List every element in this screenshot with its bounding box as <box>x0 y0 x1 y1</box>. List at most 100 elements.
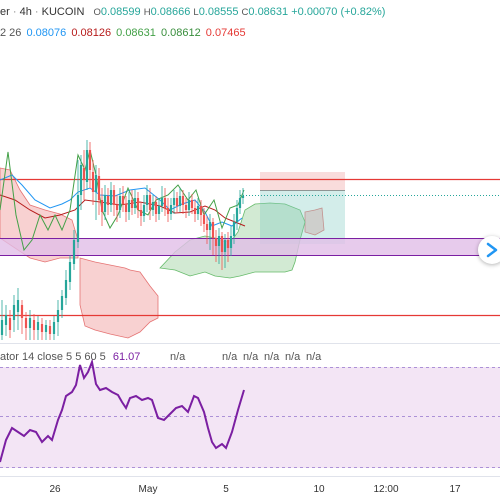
candle[interactable] <box>229 236 233 248</box>
candle[interactable] <box>127 200 131 212</box>
candles[interactable] <box>0 140 245 340</box>
ichimoku-conversion: 0.08076 <box>26 27 67 39</box>
candle[interactable] <box>175 198 179 206</box>
candle[interactable] <box>190 200 194 208</box>
candle[interactable] <box>208 222 212 230</box>
candle[interactable] <box>4 315 8 325</box>
candle[interactable] <box>60 296 64 310</box>
candle[interactable] <box>145 195 149 205</box>
candle[interactable] <box>36 322 40 330</box>
candle[interactable] <box>94 175 98 192</box>
ichimoku-lagging: 0.08631 <box>116 27 156 39</box>
candle[interactable] <box>88 150 92 170</box>
candle[interactable] <box>118 196 122 210</box>
candle[interactable] <box>223 240 227 252</box>
candle[interactable] <box>169 205 173 214</box>
candle[interactable] <box>56 310 60 322</box>
candle[interactable] <box>235 208 239 222</box>
cloud-bearish-2 <box>79 257 159 339</box>
candle[interactable] <box>0 320 4 335</box>
target-zone[interactable] <box>260 190 345 244</box>
candle[interactable] <box>196 206 200 214</box>
support-zone[interactable] <box>0 238 500 255</box>
candle[interactable] <box>79 165 83 195</box>
candle[interactable] <box>226 240 230 248</box>
candle[interactable] <box>205 224 209 230</box>
candle[interactable] <box>193 208 197 214</box>
candle[interactable] <box>202 215 206 224</box>
candle[interactable] <box>217 236 221 246</box>
scroll-right-button[interactable] <box>478 236 500 264</box>
candle[interactable] <box>72 240 76 264</box>
candle[interactable] <box>172 198 176 205</box>
high-label: H <box>143 7 151 18</box>
candle[interactable] <box>106 196 110 205</box>
oscillator-label[interactable]: ator 14 close 5 5 60 5 <box>0 351 106 363</box>
candle[interactable] <box>32 320 36 330</box>
candle[interactable] <box>232 222 236 236</box>
candle[interactable] <box>52 322 56 334</box>
candle[interactable] <box>8 318 12 330</box>
candle[interactable] <box>238 198 242 208</box>
candle[interactable] <box>109 190 113 205</box>
candle[interactable] <box>139 210 143 216</box>
candle[interactable] <box>166 208 170 214</box>
oscillator-value: 61.07 <box>112 351 141 363</box>
candle[interactable] <box>163 198 167 208</box>
ichimoku-base: 0.08126 <box>71 27 112 39</box>
candle[interactable] <box>142 205 146 216</box>
high-value: 0.08666 <box>150 6 191 18</box>
candle[interactable] <box>85 150 89 182</box>
na-value: n/a <box>222 351 238 363</box>
conversion-line <box>0 174 243 227</box>
candle[interactable] <box>160 198 164 206</box>
candle[interactable] <box>130 200 134 208</box>
candle[interactable] <box>121 196 125 204</box>
candle[interactable] <box>178 196 182 206</box>
candle[interactable] <box>211 222 215 238</box>
candle[interactable] <box>187 200 191 210</box>
candle[interactable] <box>184 205 188 210</box>
x-axis-label: 10 <box>313 484 325 495</box>
candle[interactable] <box>214 238 218 246</box>
close-value: 0.08631 <box>248 6 289 18</box>
candle[interactable] <box>157 206 161 214</box>
candle[interactable] <box>76 195 80 242</box>
candle[interactable] <box>16 300 20 312</box>
candle[interactable] <box>100 200 104 212</box>
low-label: L <box>193 7 199 18</box>
candle[interactable] <box>103 195 107 212</box>
symbol-name[interactable]: er <box>0 6 10 18</box>
candle[interactable] <box>68 262 72 282</box>
candle[interactable] <box>20 305 24 318</box>
candle[interactable] <box>115 205 119 210</box>
candle[interactable] <box>199 206 203 215</box>
candle[interactable] <box>24 318 28 328</box>
stop-zone[interactable] <box>260 172 345 190</box>
cloud-bearish-3 <box>304 207 325 236</box>
candle[interactable] <box>133 198 137 208</box>
candle[interactable] <box>44 325 48 332</box>
candle[interactable] <box>12 305 16 320</box>
timeframe[interactable]: 4h <box>19 6 32 18</box>
candle[interactable] <box>241 196 245 198</box>
candle[interactable] <box>124 204 128 212</box>
candle[interactable] <box>136 198 140 210</box>
candle[interactable] <box>181 196 185 205</box>
candle[interactable] <box>48 326 52 334</box>
candle[interactable] <box>220 236 224 252</box>
candle[interactable] <box>148 195 152 210</box>
candle[interactable] <box>82 168 86 180</box>
candle[interactable] <box>112 190 116 205</box>
candle[interactable] <box>64 280 68 298</box>
candle[interactable] <box>28 318 32 328</box>
oscillator-line[interactable] <box>0 358 245 463</box>
candle[interactable] <box>40 324 44 332</box>
candle[interactable] <box>151 202 155 210</box>
candle[interactable] <box>154 202 158 214</box>
ichimoku-params[interactable]: 2 26 <box>0 27 22 39</box>
candle[interactable] <box>97 176 101 200</box>
x-axis-label: 5 <box>223 484 229 495</box>
candle[interactable] <box>91 172 95 192</box>
